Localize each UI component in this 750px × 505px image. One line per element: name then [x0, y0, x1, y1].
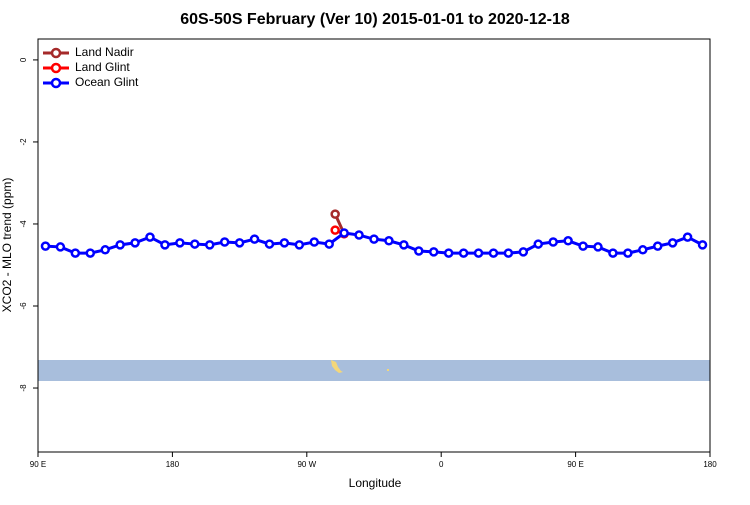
data-point	[279, 238, 290, 248]
data-point	[697, 240, 708, 250]
y-tick-label: -2	[19, 138, 28, 146]
data-point	[384, 236, 394, 246]
x-tick-label: 90 E	[567, 460, 583, 469]
data-point	[55, 242, 66, 252]
data-point	[190, 239, 200, 249]
x-tick-label: 90 E	[30, 460, 46, 469]
data-point	[354, 230, 364, 240]
legend-label: Ocean Glint	[75, 75, 139, 89]
data-point	[330, 209, 340, 219]
data-point	[309, 237, 320, 247]
data-point	[414, 246, 424, 256]
data-point	[428, 247, 439, 257]
x-axis-label: Longitude	[349, 476, 402, 490]
x-tick-label: 180	[703, 460, 717, 469]
data-point	[145, 232, 155, 242]
y-tick-label: -6	[19, 302, 28, 310]
y-tick-label: 0	[19, 57, 28, 62]
y-tick-label: -8	[19, 384, 28, 392]
data-point	[682, 232, 693, 242]
data-point	[369, 234, 379, 244]
data-point	[100, 245, 110, 255]
legend-label: Land Glint	[75, 60, 130, 74]
data-point	[443, 248, 454, 258]
plot-frame	[37, 38, 711, 453]
data-point	[638, 245, 648, 255]
data-point	[563, 236, 573, 246]
data-point	[264, 239, 275, 249]
map-strip	[38, 360, 710, 381]
data-point	[623, 248, 633, 258]
data-point	[219, 237, 230, 247]
data-point	[324, 239, 334, 249]
data-point	[339, 228, 349, 238]
data-point	[473, 248, 484, 258]
data-point	[234, 238, 245, 248]
data-point	[175, 238, 185, 248]
data-point	[533, 239, 544, 249]
data-point	[458, 248, 469, 258]
data-point	[667, 238, 678, 248]
legend-label: Land Nadir	[75, 45, 134, 59]
data-point	[503, 248, 514, 258]
legend-marker	[50, 47, 62, 59]
chart-title: 60S-50S February (Ver 10) 2015-01-01 to …	[180, 11, 570, 28]
x-tick-label: 90 W	[297, 460, 316, 469]
data-point	[249, 234, 260, 244]
y-tick-label: -4	[19, 220, 28, 228]
land-patch	[331, 360, 343, 373]
data-point	[130, 238, 140, 248]
data-point	[330, 225, 340, 235]
data-point	[578, 241, 588, 251]
land-patch	[387, 369, 389, 371]
data-point	[85, 248, 96, 258]
data-point	[593, 242, 603, 252]
data-point	[70, 248, 81, 258]
data-point	[518, 247, 529, 257]
data-point	[294, 240, 305, 250]
data-point	[40, 241, 51, 251]
x-tick-label: 180	[166, 460, 180, 469]
data-point	[160, 240, 170, 250]
legend-marker	[50, 77, 62, 89]
data-point	[115, 240, 125, 250]
data-point	[488, 248, 499, 258]
data-point	[204, 240, 215, 250]
data-point	[548, 237, 558, 247]
data-point	[652, 241, 663, 251]
y-axis-label: XCO2 - MLO trend (ppm)	[0, 178, 14, 313]
legend-marker	[50, 62, 62, 74]
data-point	[399, 240, 409, 250]
data-point	[608, 248, 618, 258]
x-tick-label: 0	[439, 460, 444, 469]
